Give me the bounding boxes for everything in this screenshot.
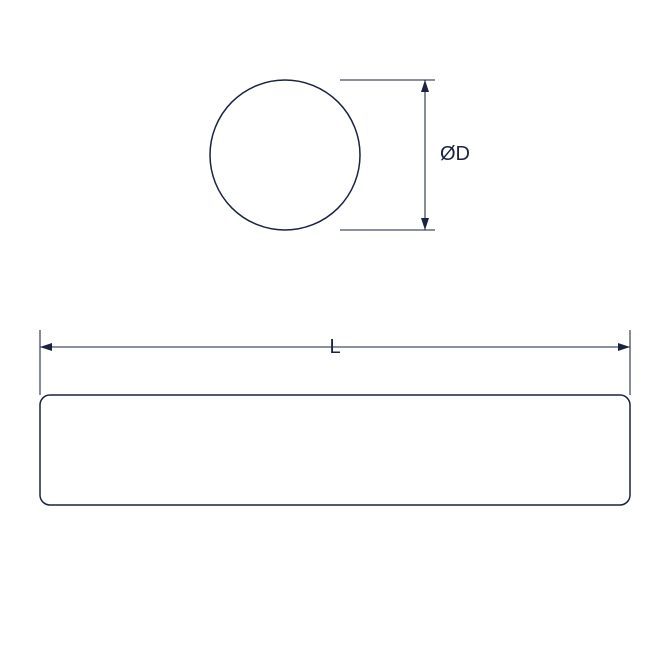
circle-arrow-bottom bbox=[421, 218, 429, 230]
diameter-label: ØD bbox=[440, 143, 470, 165]
rect-arrow-left bbox=[40, 343, 52, 351]
drawing-container: ØD L bbox=[0, 0, 670, 670]
technical-drawing-svg: ØD L bbox=[0, 0, 670, 670]
rectangle-shape bbox=[40, 395, 630, 505]
rect-arrow-right bbox=[618, 343, 630, 351]
circle-shape bbox=[210, 80, 360, 230]
length-label: L bbox=[329, 336, 340, 358]
circle-arrow-top bbox=[421, 80, 429, 92]
